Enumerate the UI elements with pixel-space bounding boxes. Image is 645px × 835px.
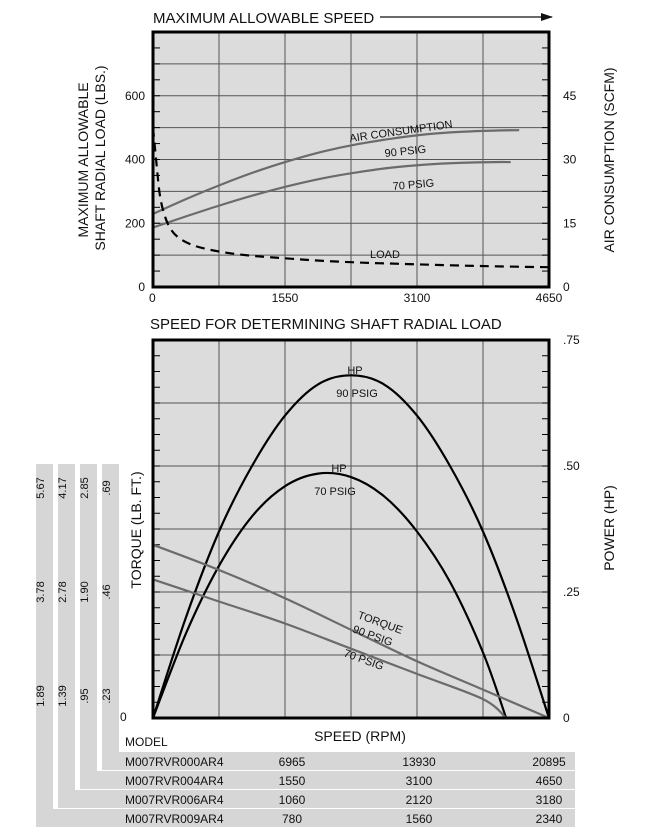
top-plot-frame bbox=[151, 30, 551, 289]
annotation-hp-70psig: 70 PSIG bbox=[314, 486, 356, 498]
top-x-tick-label: 1550 bbox=[272, 291, 299, 305]
torque-scale-tick-label: 1.39 bbox=[57, 685, 69, 706]
torque-scale-column bbox=[80, 464, 97, 779]
air-consumption-70psig-line bbox=[152, 160, 511, 229]
table-model-cell: M007RVR000AR4 bbox=[125, 755, 224, 769]
table-speed-cell: 20895 bbox=[532, 755, 566, 769]
load-line bbox=[151, 127, 550, 269]
table-row bbox=[80, 771, 575, 789]
table-speed-cell: 3180 bbox=[536, 793, 563, 807]
table-row bbox=[58, 790, 575, 808]
top-y-axis-label-line2: SHAFT RADIAL LOAD (LBS.) bbox=[92, 65, 108, 250]
annotation-hp: HP bbox=[347, 365, 362, 377]
top-y2-tick-label: 30 bbox=[563, 153, 577, 167]
bottom-plot-frame bbox=[151, 338, 551, 720]
bottom-y2-tick-label: .50 bbox=[563, 459, 580, 473]
top-y-axis-label: MAXIMUM ALLOWABLE SHAFT RADIAL LOAD (LBS… bbox=[75, 65, 108, 250]
table-speed-cell: 1550 bbox=[279, 774, 306, 788]
torque-scale-tick-label: 2.78 bbox=[57, 581, 69, 602]
top-y2-tick-label: 15 bbox=[563, 216, 577, 230]
table-speed-cell: 3100 bbox=[406, 774, 433, 788]
speed-table: M007RVR000AR4 6965 13930 20895 M007RVR004AR4… bbox=[36, 752, 575, 827]
torque-scale-tick-label: 1.90 bbox=[79, 581, 91, 602]
torque-scale-tick-label: 4.17 bbox=[57, 477, 69, 498]
torque-zero-label: 0 bbox=[120, 710, 127, 724]
table-speed-cell: 6965 bbox=[279, 755, 306, 769]
top-x-tick-label: 4650 bbox=[536, 291, 563, 305]
annotation-hp-90psig: 90 PSIG bbox=[336, 388, 378, 400]
top-x-tick-label: 0 bbox=[149, 291, 156, 305]
table-speed-cell: 1060 bbox=[279, 793, 306, 807]
table-row bbox=[102, 752, 575, 770]
top-x-axis-label: SPEED FOR DETERMINING SHAFT RADIAL LOAD bbox=[150, 316, 502, 333]
torque-scale-tick-label: .23 bbox=[101, 688, 113, 703]
top-grid bbox=[153, 32, 549, 287]
bottom-y2-axis-label: POWER (HP) bbox=[601, 485, 617, 571]
table-model-cell: M007RVR004AR4 bbox=[125, 774, 224, 788]
air-consumption-90psig-line bbox=[152, 129, 520, 215]
top-x-tick-label: 3100 bbox=[404, 291, 431, 305]
table-speed-cell: 13930 bbox=[402, 755, 436, 769]
annotation-load: LOAD bbox=[370, 249, 400, 261]
top-y-tick-label: 200 bbox=[125, 216, 145, 230]
top-y-tick-label: 600 bbox=[125, 89, 145, 103]
torque-scale-tick-label: 5.67 bbox=[35, 477, 47, 498]
annotation-air-70psig: 70 PSIG bbox=[392, 177, 434, 193]
torque-scale-columns: .23 .46 .69 .95 1.90 2.85 1.39 2.78 4.17 1.89 3.78… bbox=[35, 464, 119, 817]
table-speed-cell: 1560 bbox=[406, 812, 433, 826]
torque-scale-tick-label: .95 bbox=[79, 688, 91, 703]
top-y2-tick-label: 0 bbox=[563, 280, 570, 294]
top-series bbox=[151, 127, 550, 269]
torque-scale-tick-label: 3.78 bbox=[35, 581, 47, 602]
top-y-tick-label: 0 bbox=[138, 280, 145, 294]
bottom-y2-tick-label: .75 bbox=[563, 333, 580, 347]
torque-scale-column bbox=[36, 464, 53, 817]
annotation-hp-2: HP bbox=[331, 463, 346, 475]
top-y-tick-label: 400 bbox=[125, 153, 145, 167]
torque-scale-tick-label: 2.85 bbox=[79, 477, 91, 498]
top-y2-tick-label: 45 bbox=[563, 89, 577, 103]
table-model-cell: M007RVR006AR4 bbox=[125, 793, 224, 807]
bottom-y2-tick-label: 0 bbox=[563, 711, 570, 725]
bottom-chart: 0 .25 .50 .75 TORQUE (LB. FT.) POWER (HP) S… bbox=[120, 333, 617, 749]
annotation-air-90psig: 90 PSIG bbox=[384, 144, 427, 160]
torque-scale-tick-label: 1.89 bbox=[35, 685, 47, 706]
table-model-cell: M007RVR009AR4 bbox=[125, 812, 224, 826]
bottom-y-axis-label: TORQUE (LB. FT.) bbox=[128, 471, 144, 588]
table-speed-cell: 4650 bbox=[536, 774, 563, 788]
table-speed-cell: 780 bbox=[282, 812, 302, 826]
table-row bbox=[36, 809, 575, 827]
top-y2-axis-label: AIR CONSUMPTION (SCFM) bbox=[601, 67, 617, 252]
torque-70psig-line bbox=[152, 578, 507, 719]
bottom-tick-labels: 0 .25 .50 .75 bbox=[563, 333, 580, 725]
torque-scale-column bbox=[58, 464, 75, 798]
torque-scale-column bbox=[102, 464, 119, 760]
table-speed-cell: 2120 bbox=[406, 793, 433, 807]
top-y-axis-label-line1: MAXIMUM ALLOWABLE bbox=[75, 82, 91, 237]
torque-90psig-line bbox=[152, 543, 550, 720]
torque-scale-tick-label: .46 bbox=[101, 584, 113, 599]
top-chart: MAXIMUM ALLOWABLE SPEED 0 1550 3100 4650020… bbox=[75, 10, 617, 333]
bottom-y2-tick-label: .25 bbox=[563, 585, 580, 599]
hp-90psig-line bbox=[151, 374, 551, 719]
bottom-series bbox=[151, 374, 551, 720]
bottom-x-axis-label: SPEED (RPM) bbox=[314, 728, 406, 744]
torque-scale-tick-label: .69 bbox=[101, 480, 113, 495]
top-chart-title: MAXIMUM ALLOWABLE SPEED bbox=[153, 10, 374, 27]
hp-70psig-line bbox=[151, 471, 508, 719]
table-speed-cell: 2340 bbox=[536, 812, 563, 826]
model-header: MODEL bbox=[125, 735, 168, 749]
